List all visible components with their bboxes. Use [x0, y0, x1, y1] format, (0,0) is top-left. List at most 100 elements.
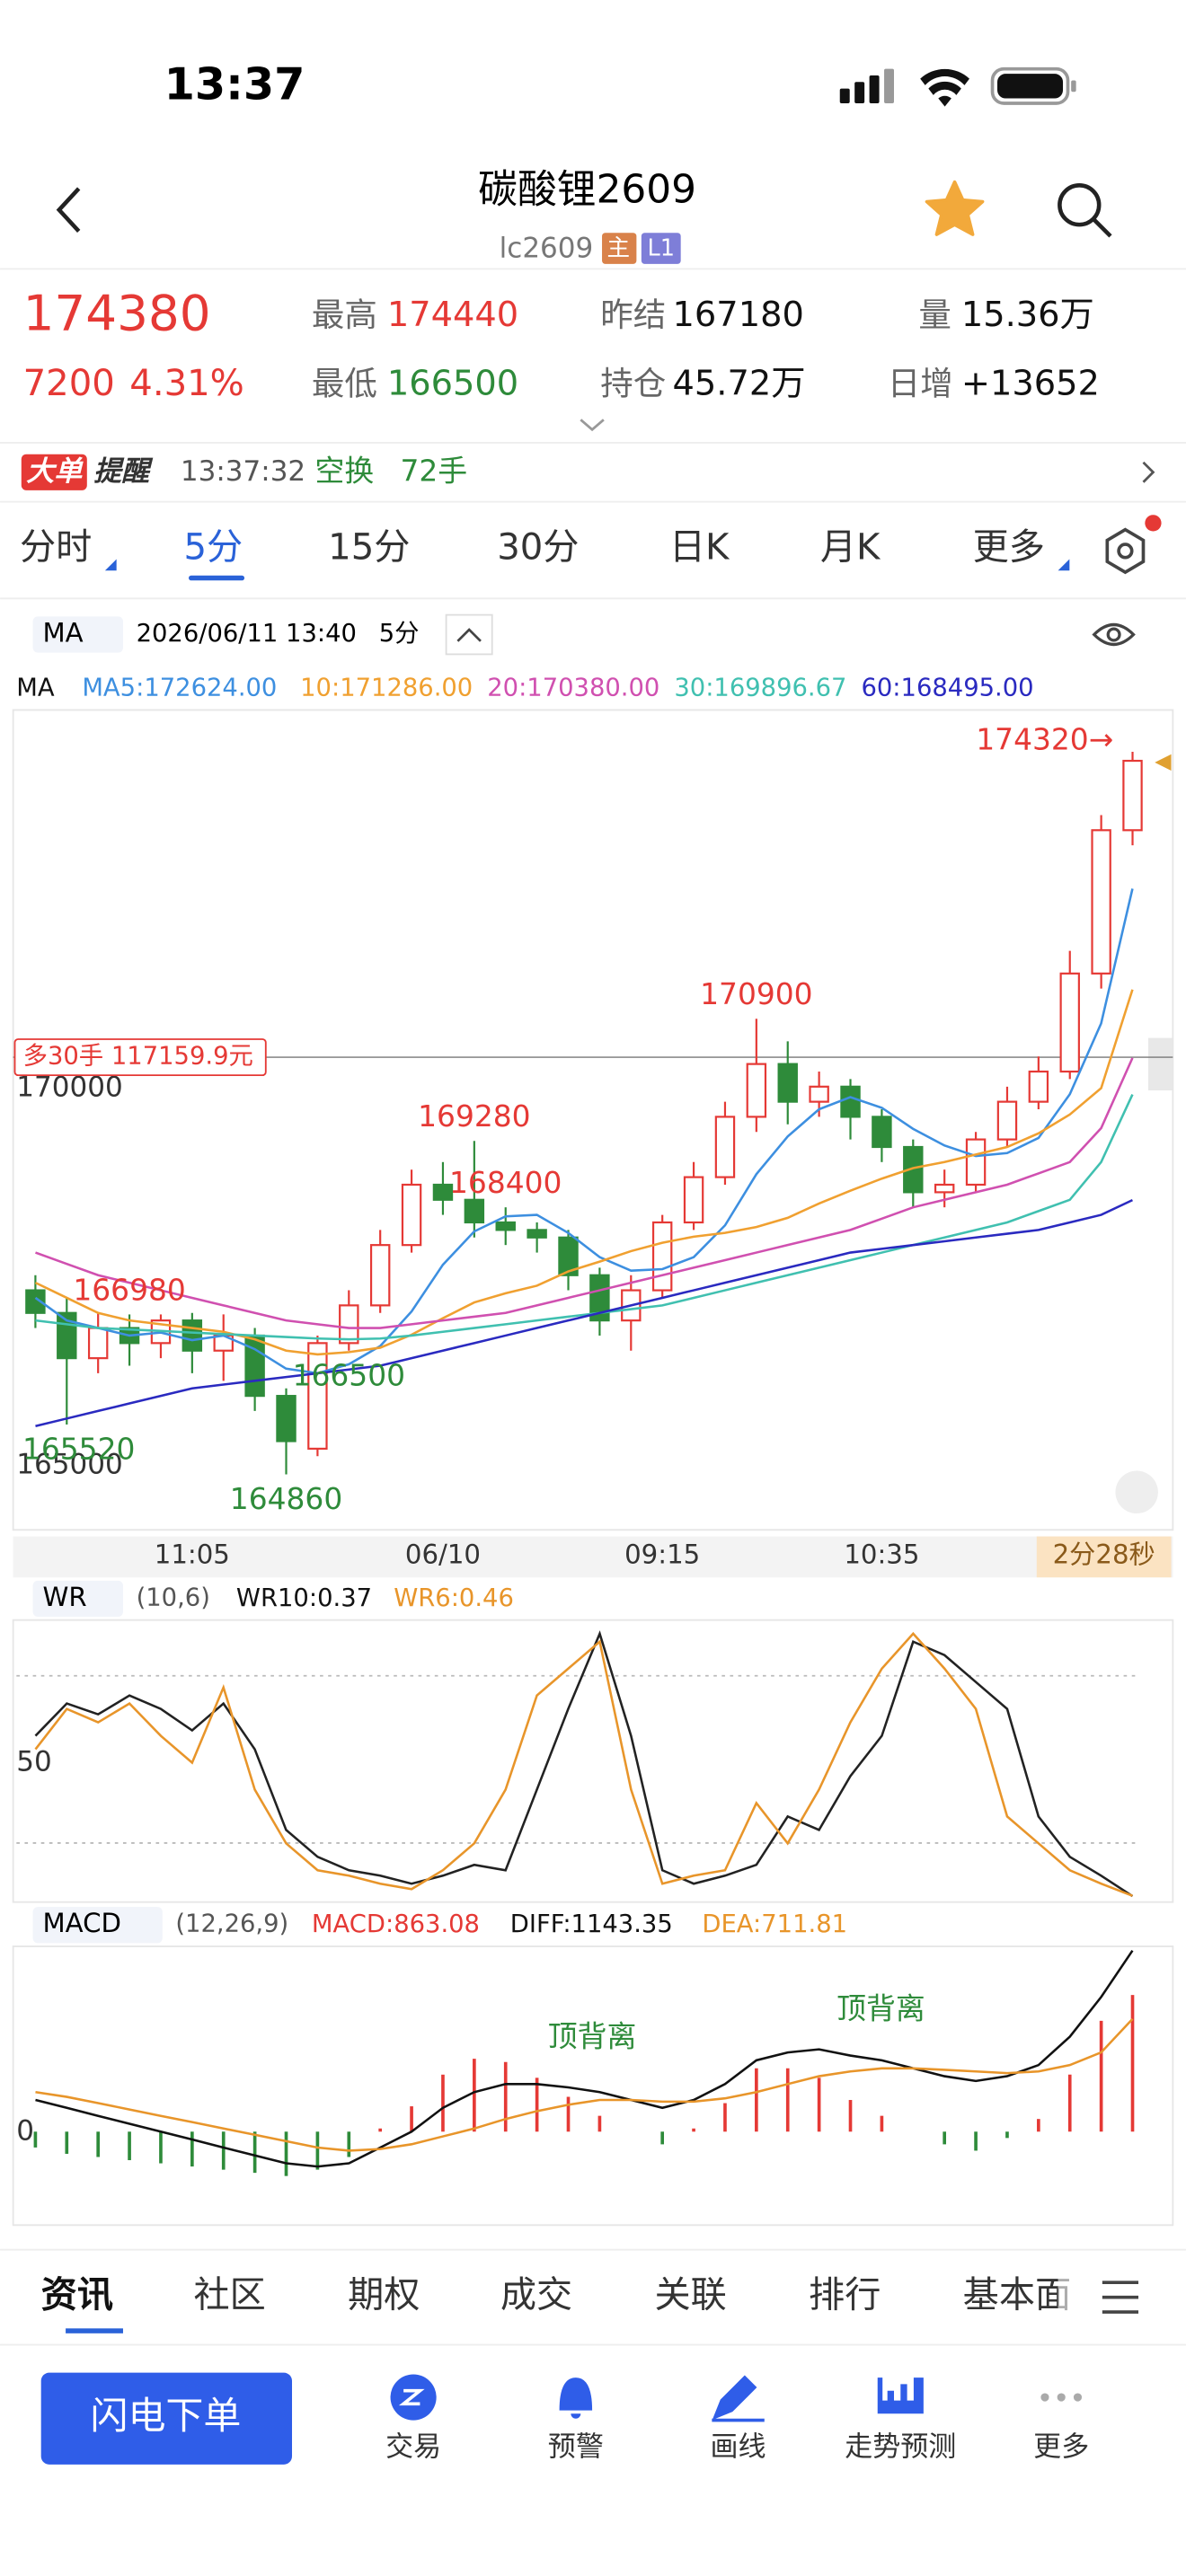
expand-button[interactable]	[580, 419, 605, 432]
last-price: 174380	[23, 284, 211, 341]
info-tab[interactable]: 关联	[654, 2275, 726, 2316]
badge-bg	[602, 233, 637, 264]
candle-body	[181, 1319, 203, 1352]
y-tick-label: 170000	[16, 1072, 122, 1104]
label: 量	[918, 296, 951, 334]
volume: 15.36万	[961, 295, 1094, 335]
settings-button[interactable]	[1105, 527, 1146, 575]
action-label[interactable]: 交易	[385, 2431, 441, 2464]
price-change: 7200	[23, 363, 115, 404]
ma-line	[35, 1198, 1133, 1427]
candle-body	[401, 1183, 422, 1247]
back-button[interactable]	[56, 187, 81, 233]
status-time: 13:37	[164, 57, 305, 110]
period-tab-active[interactable]: 5分	[184, 527, 243, 569]
candle-body	[714, 1116, 736, 1178]
candle-body	[872, 1116, 892, 1149]
indicator-params: (12,26,9)	[175, 1910, 288, 1938]
period-tab[interactable]: 15分	[328, 527, 410, 569]
legend-item: MACD:863.08	[312, 1910, 480, 1938]
countdown-bg	[1036, 1536, 1172, 1578]
y-tick-label: 165000	[16, 1449, 122, 1481]
low-value: 166500	[387, 364, 518, 404]
legend-text: MACD:	[312, 1910, 394, 1938]
price-annotation: 169280	[418, 1098, 530, 1134]
legend-text: 20:	[487, 674, 527, 701]
legend-text: WR6:	[394, 1584, 459, 1611]
info-tab[interactable]: 基本面	[963, 2275, 1071, 2316]
last-price-marker	[1155, 754, 1172, 772]
macd-line	[35, 2017, 1134, 2152]
period-tab[interactable]: 分时	[20, 527, 92, 569]
legend-item: 10:171286.00	[300, 674, 473, 701]
more-icon[interactable]	[1040, 2393, 1083, 2402]
settings-icon	[1117, 543, 1134, 560]
label: 最高	[312, 296, 377, 334]
badge-main: 主	[607, 234, 631, 261]
chart-datetime: 2026/06/11 13:40	[137, 620, 357, 648]
candle-body	[683, 1176, 704, 1224]
forecast-icon[interactable]	[877, 2378, 924, 2414]
legend-text: 170380.00	[527, 674, 659, 701]
action-label[interactable]: 预警	[548, 2431, 604, 2464]
indicator-name: MACD	[43, 1908, 121, 1938]
candle-body	[1091, 829, 1111, 975]
fullscreen-button[interactable]	[1115, 1470, 1158, 1514]
wr-line	[34, 1630, 1134, 1898]
info-tab-active[interactable]: 资讯	[41, 2275, 113, 2316]
legend-text: 171286.00	[340, 674, 473, 701]
info-tab[interactable]: 社区	[193, 2275, 265, 2316]
candle-body	[996, 1100, 1018, 1141]
search-button[interactable]	[1058, 183, 1112, 238]
price-annotation: 166980	[73, 1272, 185, 1307]
x-tick-label: 10:35	[844, 1539, 919, 1569]
draw-icon[interactable]	[712, 2375, 765, 2422]
candle-body	[589, 1274, 610, 1322]
info-tab[interactable]: 排行	[809, 2275, 881, 2316]
indicator-name: WR	[43, 1582, 87, 1612]
period-tab[interactable]: 更多	[973, 527, 1045, 569]
candle-body	[746, 1063, 767, 1118]
notify-dot	[1145, 515, 1162, 532]
candle-body	[840, 1085, 861, 1118]
candle-body	[432, 1183, 454, 1201]
indicator-select[interactable]	[32, 1907, 163, 1944]
candle-body	[339, 1304, 359, 1345]
price-change-pct: 4.31%	[129, 363, 244, 404]
period-tab[interactable]: 日K	[669, 527, 730, 569]
collapse-button[interactable]	[445, 613, 493, 656]
quick-order-label: 闪电下单	[90, 2394, 241, 2438]
legend-item: WR6:0.46	[394, 1584, 514, 1611]
legend-text: 711.81	[761, 1910, 847, 1938]
alert-more[interactable]	[1142, 461, 1155, 483]
period-tab[interactable]: 月K	[820, 527, 881, 569]
info-tab[interactable]: 期权	[348, 2275, 420, 2316]
badge-bg	[641, 233, 681, 264]
legend-text: 0.37	[317, 1584, 372, 1611]
tab-menu[interactable]	[1102, 2280, 1139, 2314]
legend-text: 1143.35	[571, 1910, 673, 1938]
info-tab[interactable]: 成交	[500, 2275, 572, 2316]
candle-body	[527, 1229, 547, 1239]
candle-body	[276, 1395, 296, 1442]
indicator-select[interactable]	[32, 616, 123, 653]
favorite-star[interactable]	[925, 180, 985, 236]
open-interest: 45.72万	[673, 364, 806, 404]
period-tab[interactable]: 30分	[497, 527, 579, 569]
candle-body	[25, 1289, 46, 1314]
legend-item: DIFF:1143.35	[510, 1910, 673, 1938]
action-label[interactable]: 走势预测	[845, 2431, 956, 2464]
candle-body	[965, 1138, 987, 1187]
contract-title: 碳酸锂2609	[478, 167, 696, 213]
x-tick-label: 11:05	[155, 1539, 230, 1569]
side-handle[interactable]	[1147, 1037, 1173, 1091]
panel-frames	[12, 709, 1174, 2227]
action-label[interactable]: 更多	[1033, 2431, 1089, 2464]
candle-body	[1122, 759, 1143, 832]
action-label[interactable]: 画线	[711, 2431, 766, 2464]
alarm-icon[interactable]	[559, 2378, 593, 2419]
indicator-select[interactable]	[32, 1580, 123, 1618]
quick-order-button[interactable]	[40, 2372, 293, 2465]
price-annotation: 164860	[230, 1481, 342, 1516]
eye-button[interactable]	[1092, 622, 1136, 647]
